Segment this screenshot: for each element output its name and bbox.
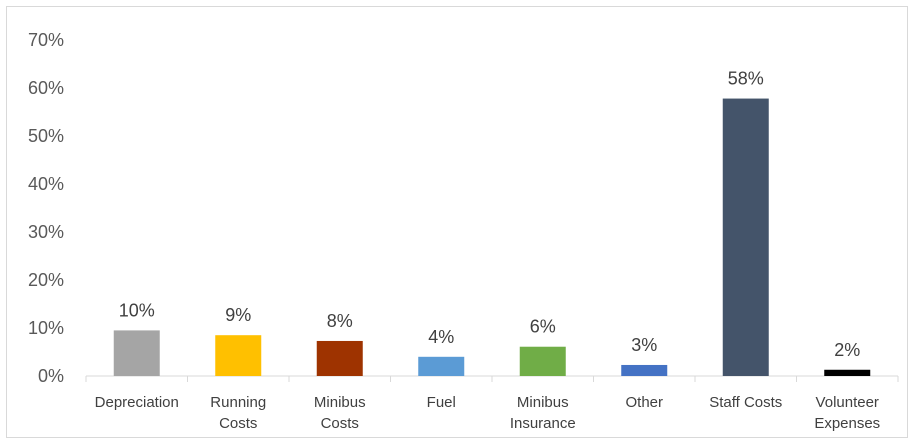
bar <box>519 346 566 376</box>
bars <box>113 98 871 376</box>
data-label: 2% <box>834 340 860 360</box>
y-axis-ticks: 0% 10% 20% 30% 40% 50% 60% 70% <box>28 30 64 386</box>
data-label: 9% <box>225 305 251 325</box>
category-label-line: Costs <box>219 415 257 432</box>
bar <box>215 335 262 376</box>
category-label-line: Costs <box>321 415 359 432</box>
bar <box>113 330 160 376</box>
data-label: 8% <box>327 311 353 331</box>
category-label-line: Depreciation <box>95 394 179 411</box>
category-label-line: Staff Costs <box>709 394 782 411</box>
y-tick-label: 20% <box>28 270 64 290</box>
category-label-line: Other <box>625 394 663 411</box>
category-label: Minibus Costs <box>314 394 366 432</box>
bar <box>316 340 363 376</box>
data-label: 58% <box>728 69 764 89</box>
y-tick-label: 40% <box>28 174 64 194</box>
category-label: Fuel <box>427 394 456 411</box>
y-tick-label: 60% <box>28 78 64 98</box>
category-label-line: Insurance <box>510 415 576 432</box>
category-label-line: Running <box>210 394 266 411</box>
bar <box>824 369 871 376</box>
data-label: 4% <box>428 327 454 347</box>
category-label-line: Expenses <box>814 415 880 432</box>
category-label: Running Costs <box>210 394 266 432</box>
category-label-line: Minibus <box>517 394 569 411</box>
category-labels: Depreciation Running Costs Minibus Costs Fuel… <box>85 376 899 432</box>
y-tick-label: 0% <box>38 366 64 386</box>
data-label: 10% <box>119 300 155 320</box>
category-label: Depreciation <box>95 394 179 411</box>
bar <box>621 364 668 376</box>
data-label: 3% <box>631 335 657 355</box>
y-tick-label: 70% <box>28 30 64 50</box>
data-label: 6% <box>530 317 556 337</box>
category-label: Other <box>625 394 663 411</box>
y-tick-label: 10% <box>28 318 64 338</box>
category-label: Volunteer Expenses <box>814 394 880 432</box>
category-label-line: Fuel <box>427 394 456 411</box>
data-labels: 10% 9% 8% 4% 6% 3% 58% 2% <box>119 69 861 360</box>
category-label: Staff Costs <box>709 394 782 411</box>
category-label: Minibus Insurance <box>510 394 576 432</box>
category-label-line: Minibus <box>314 394 366 411</box>
category-label-line: Volunteer <box>816 394 879 411</box>
y-tick-label: 30% <box>28 222 64 242</box>
bar <box>418 356 465 376</box>
bar <box>722 98 769 376</box>
y-tick-label: 50% <box>28 126 64 146</box>
